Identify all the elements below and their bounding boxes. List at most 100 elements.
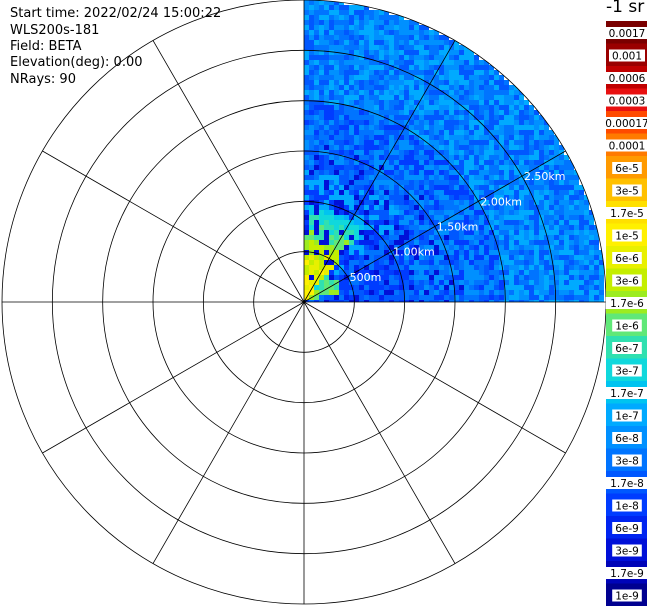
heatmap-cell bbox=[454, 245, 459, 250]
heatmap-cell bbox=[324, 265, 329, 270]
heatmap-cell bbox=[419, 220, 424, 225]
heatmap-cell bbox=[429, 130, 434, 135]
colorbar-label-bg bbox=[605, 477, 647, 489]
heatmap-cell bbox=[319, 45, 324, 50]
heatmap-cell bbox=[404, 295, 409, 300]
heatmap-cell bbox=[464, 95, 469, 100]
heatmap-cell bbox=[489, 185, 494, 190]
heatmap-cell bbox=[444, 115, 449, 120]
heatmap-cell bbox=[484, 150, 489, 155]
heatmap-cell bbox=[399, 295, 404, 300]
heatmap-cell bbox=[414, 130, 419, 135]
heatmap-cell bbox=[394, 100, 399, 105]
heatmap-cell bbox=[584, 270, 589, 275]
heatmap-cell bbox=[474, 300, 479, 302]
heatmap-cell bbox=[594, 260, 599, 265]
heatmap-cell bbox=[339, 285, 344, 290]
heatmap-cell bbox=[494, 230, 499, 235]
heatmap-cell bbox=[319, 160, 324, 165]
heatmap-cell bbox=[599, 290, 604, 295]
heatmap-cell bbox=[429, 235, 434, 240]
heatmap-cell bbox=[364, 150, 369, 155]
heatmap-cell bbox=[419, 65, 424, 70]
heatmap-cell bbox=[399, 300, 404, 302]
heatmap-cell bbox=[584, 215, 589, 220]
heatmap-cell bbox=[309, 110, 314, 115]
heatmap-cell bbox=[449, 125, 454, 130]
heatmap-cell bbox=[459, 155, 464, 160]
heatmap-cell bbox=[459, 260, 464, 265]
heatmap-cell bbox=[554, 225, 559, 230]
heatmap-cell bbox=[404, 130, 409, 135]
heatmap-cell bbox=[379, 100, 384, 105]
heatmap-cell bbox=[439, 165, 444, 170]
heatmap-cell bbox=[599, 300, 604, 302]
heatmap-cell bbox=[489, 235, 494, 240]
heatmap-cell bbox=[324, 215, 329, 220]
heatmap-cell bbox=[409, 90, 414, 95]
heatmap-cell bbox=[454, 65, 459, 70]
heatmap-cell bbox=[354, 35, 359, 40]
heatmap-cell bbox=[429, 285, 434, 290]
heatmap-cell bbox=[389, 40, 394, 45]
heatmap-cell bbox=[399, 80, 404, 85]
heatmap-cell bbox=[359, 270, 364, 275]
heatmap-cell bbox=[459, 130, 464, 135]
heatmap-cell bbox=[339, 110, 344, 115]
heatmap-cell bbox=[489, 125, 494, 130]
heatmap-cell bbox=[454, 105, 459, 110]
heatmap-cell bbox=[569, 285, 574, 290]
heatmap-cell bbox=[459, 110, 464, 115]
heatmap-cell bbox=[429, 165, 434, 170]
heatmap-cell bbox=[454, 210, 459, 215]
heatmap-cell bbox=[319, 250, 324, 255]
heatmap-cell bbox=[484, 105, 489, 110]
colorbar-label-bg bbox=[605, 387, 647, 399]
heatmap-cell bbox=[374, 30, 379, 35]
heatmap-cell bbox=[449, 155, 454, 160]
heatmap-cell bbox=[559, 185, 564, 190]
heatmap-cell bbox=[409, 300, 414, 302]
heatmap-cell bbox=[574, 185, 579, 190]
heatmap-cell bbox=[474, 215, 479, 220]
heatmap-cell bbox=[389, 35, 394, 40]
heatmap-cell bbox=[554, 230, 559, 235]
heatmap-cell bbox=[579, 220, 584, 225]
heatmap-cell bbox=[444, 175, 449, 180]
heatmap-cell bbox=[389, 300, 394, 302]
heatmap-cell bbox=[519, 220, 524, 225]
heatmap-cell bbox=[499, 275, 504, 280]
heatmap-cell bbox=[579, 225, 584, 230]
heatmap-cell bbox=[309, 205, 314, 210]
heatmap-cell bbox=[354, 140, 359, 145]
heatmap-cell bbox=[439, 280, 444, 285]
heatmap-cell bbox=[494, 145, 499, 150]
heatmap-cell bbox=[529, 225, 534, 230]
heatmap-cell bbox=[394, 45, 399, 50]
heatmap-cell bbox=[324, 295, 329, 300]
heatmap-cell bbox=[384, 140, 389, 145]
heatmap-cell bbox=[379, 90, 384, 95]
heatmap-cell bbox=[509, 260, 514, 265]
heatmap-cell bbox=[324, 110, 329, 115]
azimuth-spoke bbox=[303, 150, 566, 303]
colorbar-label-bg bbox=[609, 49, 645, 62]
heatmap-cell bbox=[394, 145, 399, 150]
heatmap-cell bbox=[334, 15, 339, 20]
heatmap-cell bbox=[399, 220, 404, 225]
heatmap-cell bbox=[399, 30, 404, 35]
colorbar-label: 3e-7 bbox=[615, 366, 639, 378]
heatmap-cell bbox=[499, 170, 504, 175]
heatmap-cell bbox=[414, 45, 419, 50]
heatmap-cell bbox=[519, 160, 524, 165]
heatmap-cell bbox=[339, 230, 344, 235]
heatmap-cell bbox=[384, 170, 389, 175]
heatmap-cell bbox=[429, 135, 434, 140]
heatmap-cell bbox=[389, 225, 394, 230]
heatmap-cell bbox=[519, 250, 524, 255]
heatmap-cell bbox=[319, 5, 324, 10]
heatmap-cell bbox=[499, 185, 504, 190]
heatmap-cell bbox=[479, 150, 484, 155]
heatmap-cell bbox=[399, 195, 404, 200]
heatmap-cell bbox=[309, 145, 314, 150]
